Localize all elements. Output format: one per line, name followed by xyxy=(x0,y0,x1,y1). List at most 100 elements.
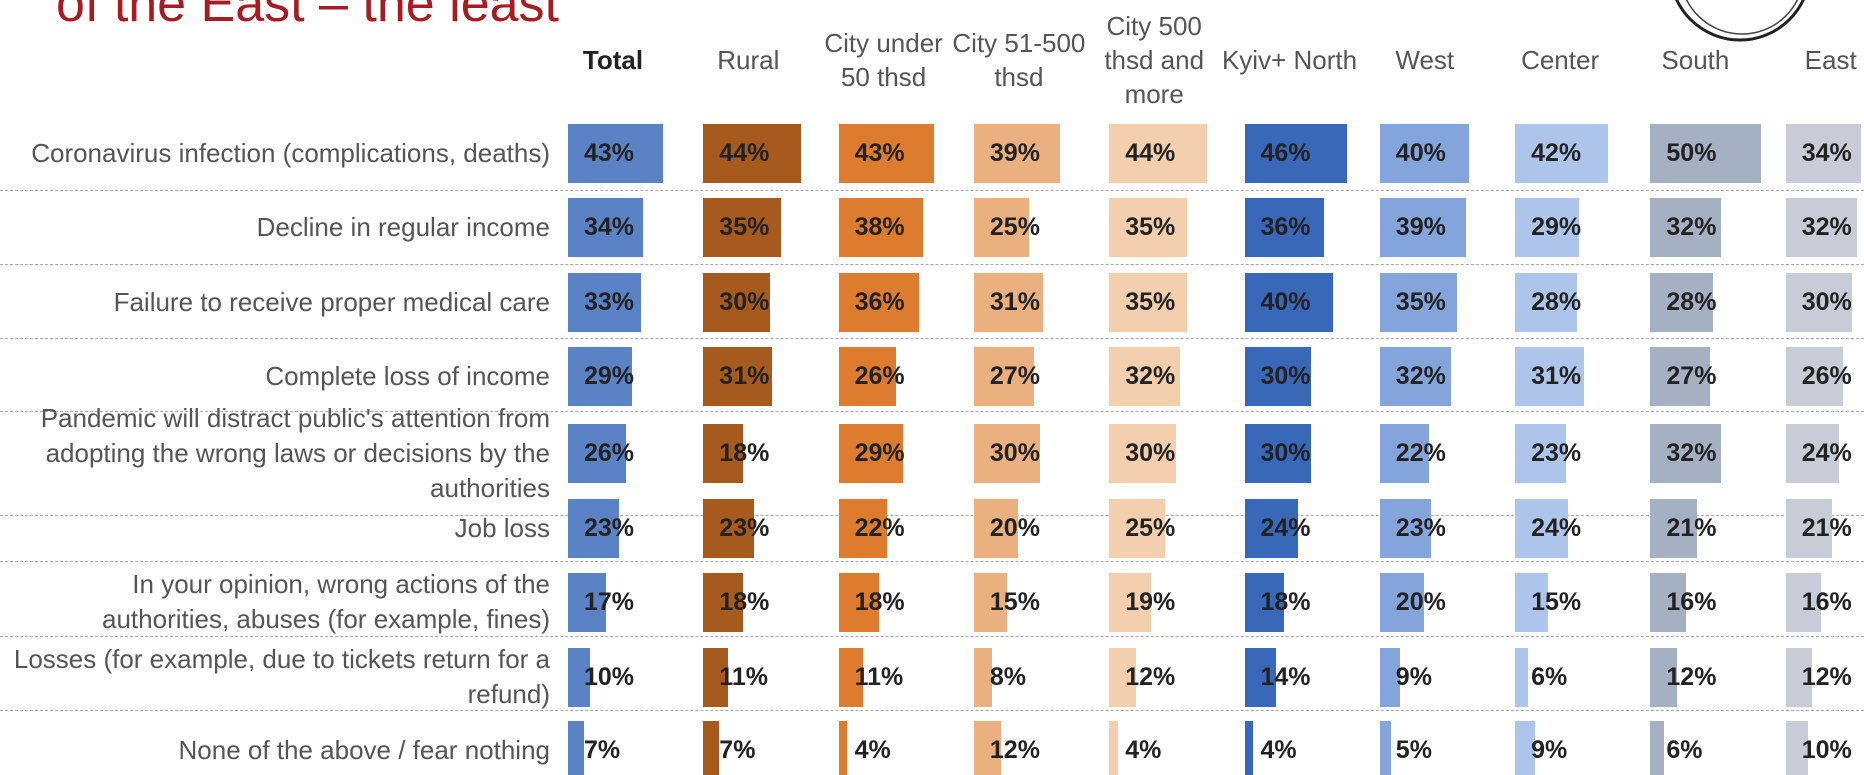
bar xyxy=(703,498,755,558)
value-label: 10% xyxy=(1801,735,1852,764)
chart-title: of the East – the least xyxy=(56,0,559,33)
bar xyxy=(1515,572,1549,632)
value-label: 32% xyxy=(1801,212,1852,241)
row-divider xyxy=(0,636,1864,637)
value-label: 30% xyxy=(1801,287,1852,316)
bar xyxy=(838,346,897,406)
value-label: 34% xyxy=(584,212,635,241)
bar xyxy=(703,572,744,632)
bar xyxy=(1244,423,1312,483)
value-label: 35% xyxy=(719,212,770,241)
value-label: 4% xyxy=(1125,735,1162,764)
value-label: 10% xyxy=(584,662,635,691)
value-label: 24% xyxy=(1260,513,1311,542)
value-label: 23% xyxy=(719,513,770,542)
value-label: 23% xyxy=(1395,513,1446,542)
bar xyxy=(1650,647,1678,707)
column-header: City under 50 thsd xyxy=(824,28,943,92)
column-header: Kyiv+ North xyxy=(1221,45,1358,75)
value-label: 16% xyxy=(1666,587,1717,616)
value-label: 30% xyxy=(1260,438,1311,467)
value-label: 12% xyxy=(1801,662,1852,691)
value-label: 26% xyxy=(1801,361,1852,390)
value-label: 18% xyxy=(854,587,905,616)
bar xyxy=(1109,197,1187,257)
value-label: 40% xyxy=(1260,287,1311,316)
bar xyxy=(838,197,923,257)
value-label: 43% xyxy=(854,138,905,167)
value-label: 27% xyxy=(989,361,1040,390)
bar xyxy=(1379,272,1458,332)
bar xyxy=(973,123,1061,183)
bar xyxy=(1379,498,1431,558)
value-label: 29% xyxy=(1531,212,1582,241)
bar xyxy=(1379,197,1467,257)
bar xyxy=(703,123,801,183)
value-label: 43% xyxy=(584,138,635,167)
value-label: 29% xyxy=(854,438,905,467)
row-label: Job loss xyxy=(454,512,550,543)
value-label: 46% xyxy=(1260,138,1311,167)
row-divider xyxy=(0,710,1864,711)
bar xyxy=(703,720,719,775)
value-label: 25% xyxy=(989,212,1040,241)
row-label: None of the above / fear nothing xyxy=(178,734,551,765)
column-header: City 500 thsd and more xyxy=(1104,11,1205,109)
bar xyxy=(973,720,1001,775)
value-label: 36% xyxy=(854,287,905,316)
bar xyxy=(1650,197,1722,257)
bar xyxy=(1650,720,1664,775)
value-label: 22% xyxy=(854,513,905,542)
value-label: 12% xyxy=(989,735,1040,764)
value-label: 31% xyxy=(719,361,770,390)
bar xyxy=(1244,197,1325,257)
bar xyxy=(1244,498,1298,558)
row-label: Complete loss of income xyxy=(265,360,550,391)
bar xyxy=(1244,647,1276,707)
value-label: 20% xyxy=(989,513,1040,542)
value-label: 36% xyxy=(1260,212,1311,241)
value-label: 15% xyxy=(1531,587,1582,616)
bar xyxy=(1244,272,1334,332)
value-label: 19% xyxy=(1125,587,1176,616)
value-label: 24% xyxy=(1531,513,1582,542)
row-label: Decline in regular income xyxy=(256,211,550,242)
bar xyxy=(838,123,935,183)
bar xyxy=(703,647,728,707)
bar xyxy=(568,272,642,332)
value-label: 6% xyxy=(1531,662,1568,691)
value-label: 29% xyxy=(584,361,635,390)
bar xyxy=(1785,346,1844,406)
value-label: 35% xyxy=(1125,287,1176,316)
bar xyxy=(1515,272,1578,332)
bar xyxy=(1109,572,1152,632)
bar xyxy=(1785,498,1833,558)
bar xyxy=(1109,123,1207,183)
bar xyxy=(568,720,584,775)
row-label: Coronavirus infection (complications, de… xyxy=(31,137,550,168)
bar xyxy=(1244,346,1312,406)
bar xyxy=(973,647,992,707)
bar xyxy=(1109,272,1187,332)
value-label: 9% xyxy=(1531,735,1568,764)
value-label: 28% xyxy=(1531,287,1582,316)
column-header: City 51-500 thsd xyxy=(952,28,1086,92)
column-header: South xyxy=(1661,45,1730,75)
bar xyxy=(973,423,1041,483)
bar xyxy=(1109,720,1119,775)
bar xyxy=(568,498,620,558)
value-label: 23% xyxy=(584,513,635,542)
value-label: 31% xyxy=(989,287,1040,316)
value-label: 11% xyxy=(719,662,768,691)
bar xyxy=(838,423,903,483)
bar xyxy=(838,720,848,775)
value-label: 4% xyxy=(1260,735,1297,764)
bar xyxy=(1515,423,1567,483)
value-label: 35% xyxy=(1125,212,1176,241)
value-label: 26% xyxy=(854,361,905,390)
row-divider xyxy=(0,561,1864,562)
bar xyxy=(1785,720,1808,775)
bar xyxy=(1244,123,1347,183)
bar xyxy=(1515,647,1529,707)
row-divider xyxy=(0,338,1864,339)
